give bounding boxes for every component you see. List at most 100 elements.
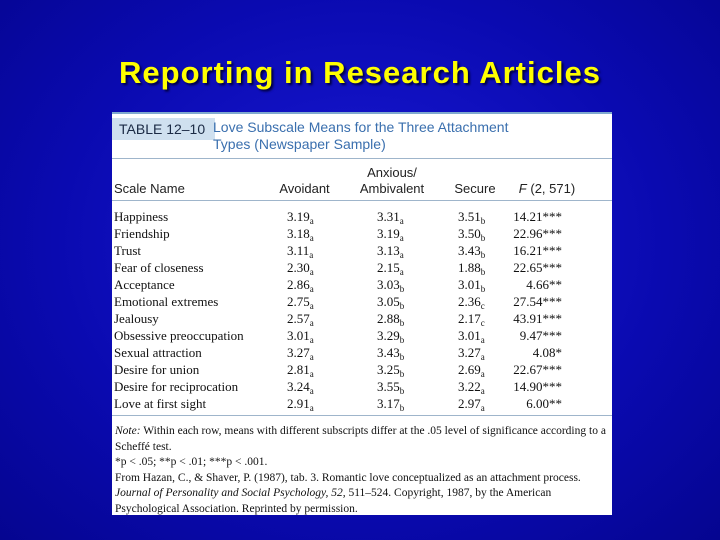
subscript: a <box>309 318 314 328</box>
f-symbol: F <box>518 181 527 196</box>
mean-value: 2.69 <box>458 362 481 377</box>
note-text: Within each row, means with different su… <box>115 425 606 453</box>
subscript: a <box>309 335 314 345</box>
f-value: 22.67*** <box>513 362 562 377</box>
mean-value: 3.29 <box>377 328 400 343</box>
mean-cell: 3.17b <box>377 395 404 417</box>
mean-cell: 3.01a <box>287 327 314 349</box>
mean-value: 3.01 <box>458 328 481 343</box>
mean-cell: 2.57a <box>287 310 314 332</box>
subscript: a <box>309 216 314 226</box>
subscript: a <box>480 386 485 396</box>
f-value: 14.90*** <box>513 379 562 394</box>
subscript: a <box>399 267 404 277</box>
mean-cell: 2.75a <box>287 293 314 315</box>
row-label: Sexual attraction <box>114 345 202 360</box>
mean-cell: 3.43b <box>458 242 485 264</box>
f-value: 27.54*** <box>513 294 562 309</box>
subscript: a <box>480 369 485 379</box>
mean-cell: 2.36c <box>458 293 485 315</box>
subscript: a <box>309 233 314 243</box>
f-df: (2, 571) <box>530 181 576 196</box>
subscript: b <box>399 386 405 396</box>
mean-cell: 2.69a <box>458 361 485 383</box>
row-label: Friendship <box>114 226 170 241</box>
column-header: Avoidant <box>279 181 330 196</box>
f-value: 4.08* <box>532 345 562 360</box>
mean-value: 3.24 <box>287 379 310 394</box>
subscript: b <box>480 233 486 243</box>
mean-value: 2.57 <box>287 311 310 326</box>
mean-value: 3.05 <box>377 294 400 309</box>
mean-cell: 3.31a <box>377 208 404 230</box>
mean-cell: 3.19a <box>287 208 314 230</box>
mean-cell: 3.55b <box>377 378 404 400</box>
subscript: b <box>399 352 405 362</box>
subscript: a <box>399 233 404 243</box>
mean-value: 2.88 <box>377 311 400 326</box>
row-label: Trust <box>114 243 141 258</box>
f-value: 43.91*** <box>513 311 562 326</box>
mean-value: 3.51 <box>458 209 481 224</box>
table-header: TABLE 12–10 Love Subscale Means for the … <box>112 112 612 160</box>
mean-value: 1.88 <box>458 260 481 275</box>
subscript: b <box>399 335 405 345</box>
mean-value: 2.75 <box>287 294 310 309</box>
mean-cell: 3.24a <box>287 378 314 400</box>
mean-cell: 2.15a <box>377 259 404 281</box>
source-text: From Hazan, C., & Shaver, P. (1987), tab… <box>115 471 581 484</box>
mean-cell: 3.05b <box>377 293 404 315</box>
mean-value: 2.91 <box>287 396 310 411</box>
mean-cell: 3.43b <box>377 344 404 366</box>
subscript: a <box>399 216 404 226</box>
f-value: 9.47*** <box>519 328 562 343</box>
row-label: Love at first sight <box>114 396 207 411</box>
mean-cell: 3.27a <box>287 344 314 366</box>
mean-value: 3.27 <box>287 345 310 360</box>
mean-value: 3.17 <box>377 396 400 411</box>
f-value: 14.21*** <box>513 209 562 224</box>
f-value: 16.21*** <box>513 243 562 258</box>
subscript: b <box>399 403 405 413</box>
mean-value: 3.43 <box>377 345 400 360</box>
mean-cell: 2.17c <box>458 310 485 332</box>
table-title: Love Subscale Means for the Three Attach… <box>213 119 509 152</box>
subscript: a <box>480 352 485 362</box>
column-header: Secure <box>454 181 496 196</box>
column-header: F (2, 571) <box>512 181 582 197</box>
table-label: TABLE 12–10 <box>112 118 215 140</box>
column-header: Scale Name <box>114 181 185 196</box>
subscript: a <box>480 403 485 413</box>
mean-value: 3.22 <box>458 379 481 394</box>
mean-cell: 3.25b <box>377 361 404 383</box>
mean-value: 3.11 <box>287 243 310 258</box>
mean-cell: 3.19a <box>377 225 404 247</box>
rule <box>112 200 612 201</box>
row-label: Obsessive preoccupation <box>114 328 244 343</box>
subscript: a <box>309 267 314 277</box>
note-label: Note: <box>115 425 141 437</box>
subscript: a <box>399 250 404 260</box>
row-label: Emotional extremes <box>114 294 219 309</box>
row-label: Acceptance <box>114 277 175 292</box>
note: Note: Within each row, means with differ… <box>115 424 609 455</box>
subscript: b <box>480 267 486 277</box>
mean-cell: 3.18a <box>287 225 314 247</box>
mean-cell: 2.91a <box>287 395 314 417</box>
mean-cell: 3.27a <box>458 344 485 366</box>
subscript: a <box>309 386 314 396</box>
mean-cell: 3.01b <box>458 276 485 298</box>
subscript: b <box>480 216 486 226</box>
subscript: a <box>309 250 314 260</box>
row-label: Fear of closeness <box>114 260 204 275</box>
mean-value: 3.43 <box>458 243 481 258</box>
subscript: b <box>399 284 405 294</box>
f-value: 22.96*** <box>513 226 562 241</box>
mean-value: 3.01 <box>458 277 481 292</box>
f-value: 4.66** <box>526 277 562 292</box>
row-label: Jealousy <box>114 311 159 326</box>
subscript: a <box>309 301 314 311</box>
subscript: c <box>480 301 485 311</box>
mean-value: 2.15 <box>377 260 400 275</box>
subscript: b <box>399 369 405 379</box>
